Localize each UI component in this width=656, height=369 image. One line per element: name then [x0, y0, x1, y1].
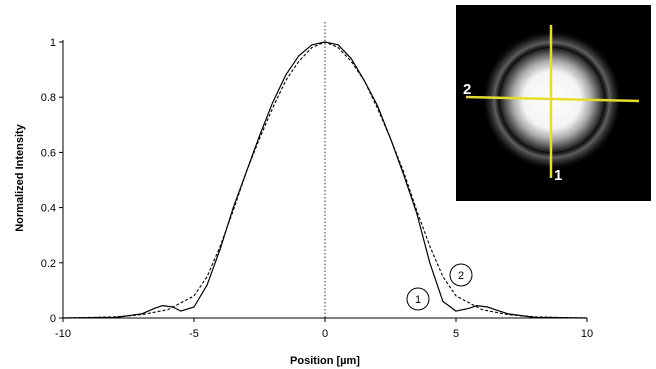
callout-2-circle — [449, 263, 473, 287]
beam-spot-inset: 1 2 — [456, 5, 651, 201]
y-tick-label: 1 — [50, 37, 56, 49]
x-tick-label: -10 — [55, 328, 71, 340]
y-tick-label: 0.2 — [41, 258, 56, 270]
y-tick-label: 0 — [50, 313, 56, 325]
x-tick-label: 10 — [581, 328, 593, 340]
y-tick-label: 0.6 — [41, 147, 56, 159]
callout-1-label: 1 — [415, 294, 421, 306]
x-tick-label: 5 — [453, 328, 459, 340]
x-tick-label: -5 — [189, 328, 199, 340]
series-line-2 — [62, 41, 588, 319]
callout-2-label: 2 — [458, 270, 464, 282]
callout-2: 2 — [449, 263, 473, 287]
y-tick-label: 0.8 — [41, 92, 56, 104]
profile-line-horizontal — [465, 95, 640, 103]
plot-area: -10 -5 0 5 10 0 0.2 0.4 0.6 0.8 1 — [41, 22, 593, 340]
y-axis-title: Normalized Intensity — [14, 123, 26, 231]
inset-label-2: 2 — [463, 81, 471, 98]
x-tick-label: 0 — [322, 328, 328, 340]
callout-1-circle — [406, 287, 430, 311]
y-tick-label: 0.4 — [41, 203, 56, 215]
x-axis-title: Position [µm] — [290, 355, 360, 367]
inset-label-1: 1 — [554, 167, 562, 184]
callout-1: 1 — [406, 287, 430, 311]
